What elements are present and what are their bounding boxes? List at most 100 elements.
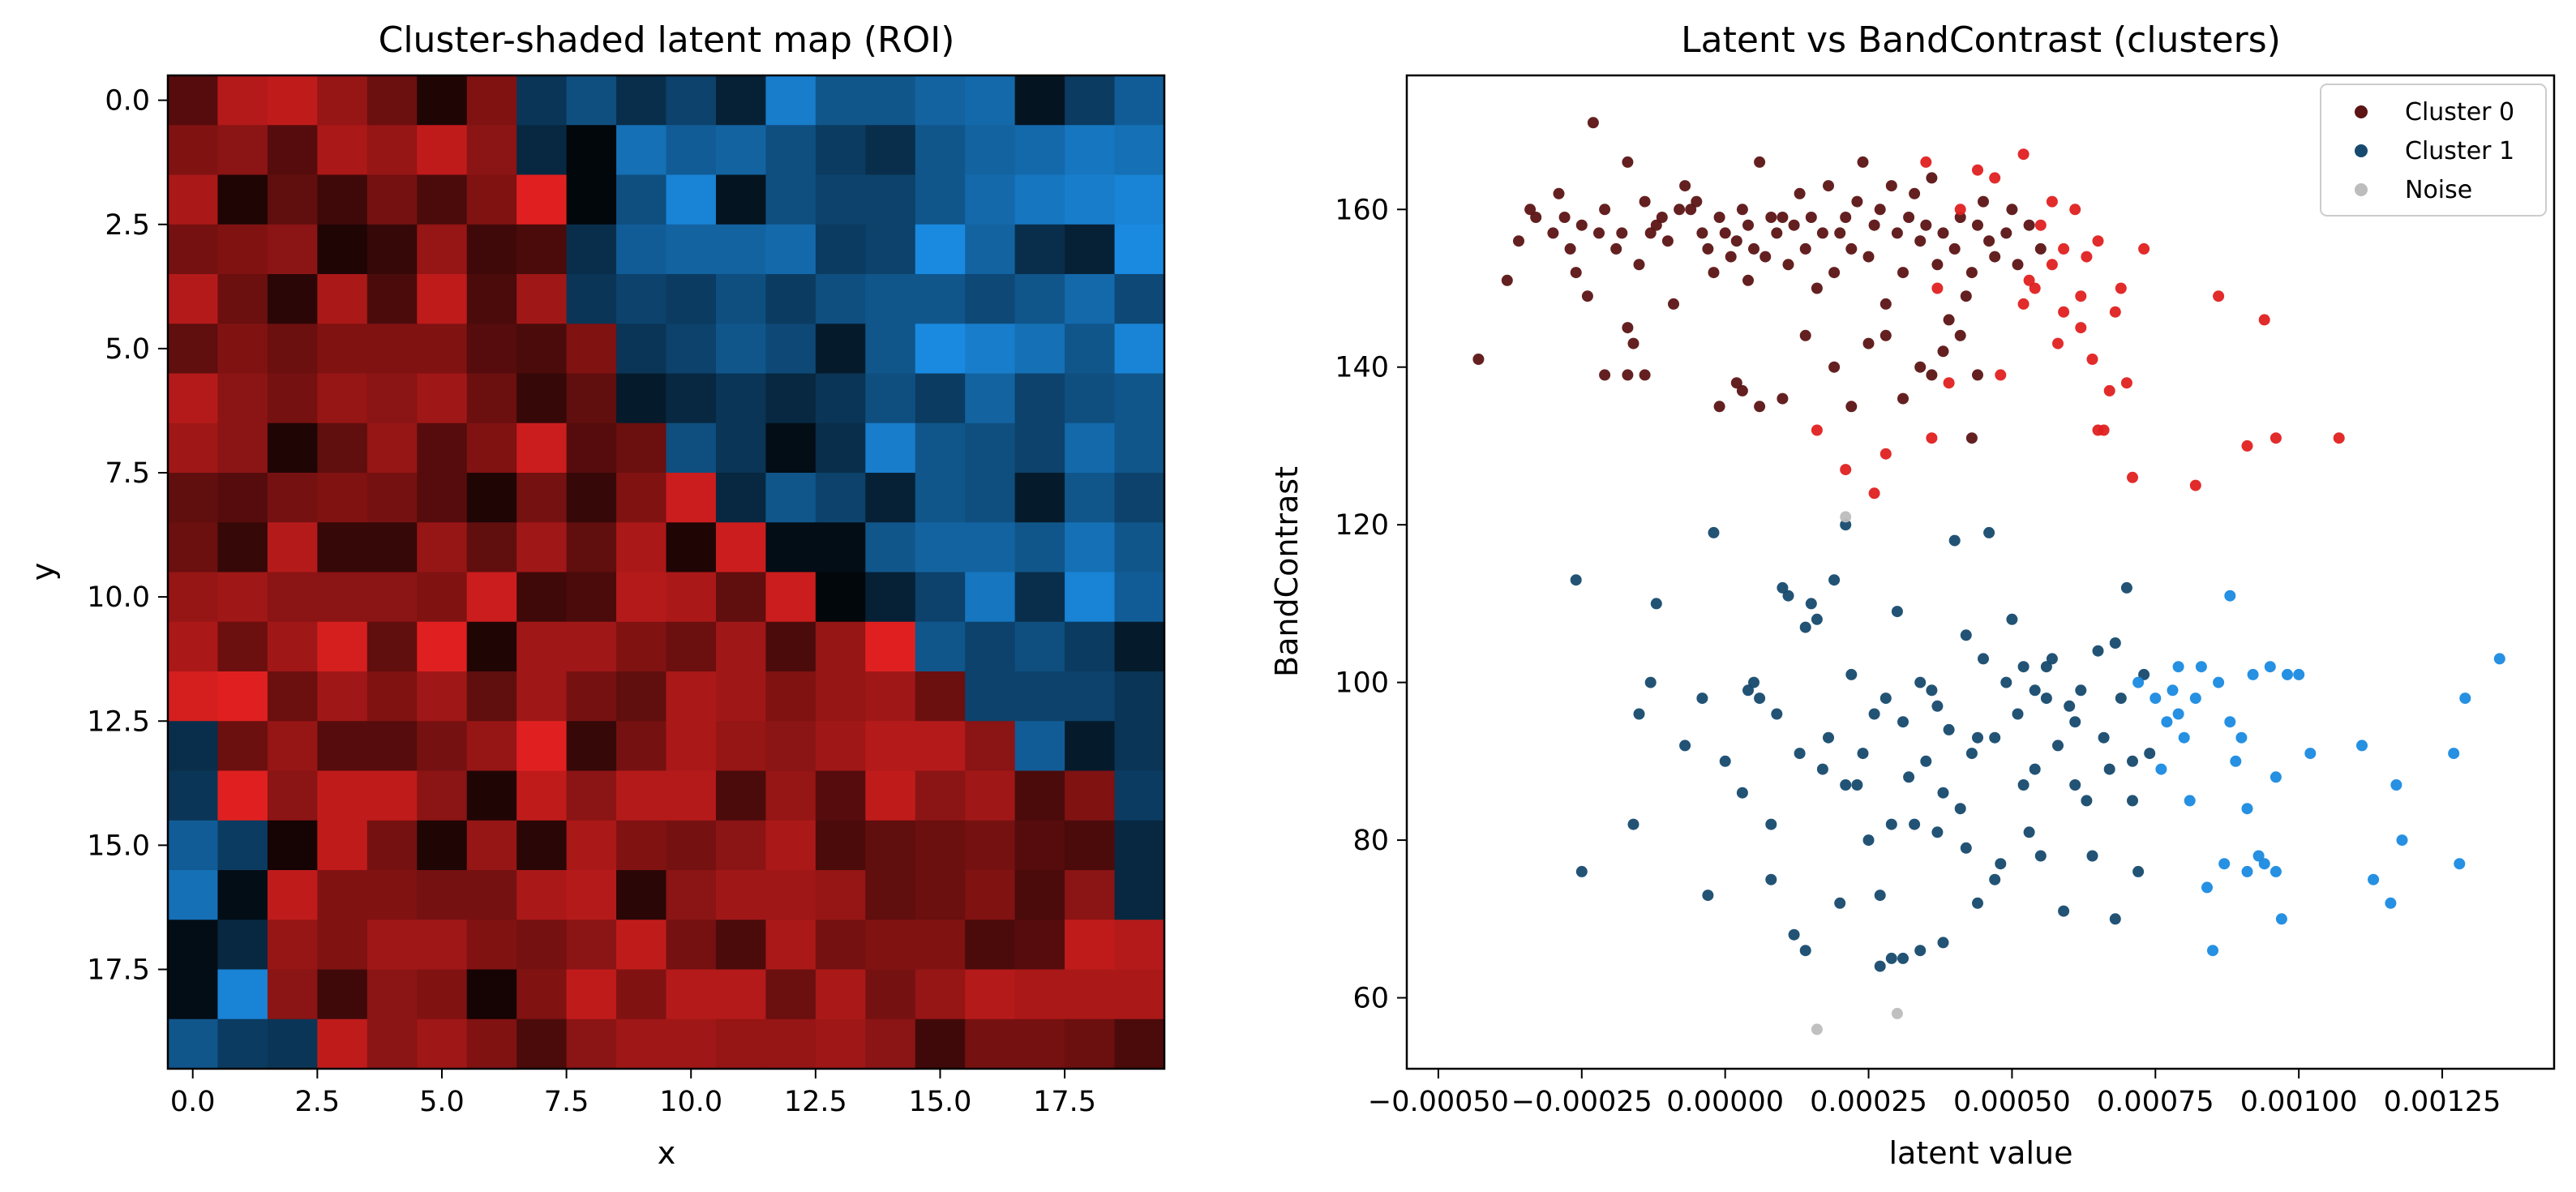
heatmap-x-tick-label: 17.5: [1033, 1086, 1096, 1118]
heatmap-cell: [1014, 969, 1065, 1020]
heatmap-cell: [915, 75, 966, 126]
scatter-point-cluster-1: [2247, 668, 2259, 680]
scatter-point-cluster-0: [1650, 219, 1662, 231]
scatter-point-cluster-1: [1696, 692, 1708, 705]
scatter-point-cluster-1: [1879, 692, 1892, 705]
heatmap-cell: [815, 274, 866, 324]
heatmap-cell: [217, 969, 268, 1020]
heatmap-cell: [815, 373, 866, 424]
heatmap-x-tick-label: 15.0: [909, 1086, 972, 1118]
heatmap-cell: [466, 572, 517, 623]
heatmap-cell: [1014, 75, 1065, 126]
heatmap-cell: [765, 274, 817, 324]
scatter-point-cluster-1: [1742, 684, 1754, 697]
heatmap-y-tick-label: 2.5: [105, 209, 150, 242]
scatter-point-cluster-1: [2293, 668, 2305, 680]
scatter-point-cluster-0: [2189, 479, 2201, 491]
scatter-point-cluster-1: [2000, 676, 2012, 688]
scatter-point-cluster-1: [2207, 945, 2218, 957]
scatter-point-cluster-1: [1874, 890, 1886, 902]
heatmap-cell: [915, 324, 966, 375]
heatmap-cell: [715, 621, 766, 672]
scatter-point-cluster-0: [1799, 329, 1811, 341]
heatmap-cell: [865, 274, 916, 324]
heatmap-cell: [417, 75, 468, 126]
heatmap-cell: [715, 671, 766, 722]
heatmap-cell: [1065, 224, 1116, 275]
scatter-point-cluster-0: [1914, 361, 1927, 373]
heatmap-cell: [965, 621, 1016, 672]
heatmap-cell: [217, 373, 268, 424]
heatmap-cell: [366, 820, 418, 871]
heatmap-cell: [516, 373, 568, 424]
heatmap-cell: [965, 671, 1016, 722]
heatmap-cell: [466, 522, 517, 573]
heatmap-cell: [666, 572, 717, 623]
scatter-point-cluster-0: [1622, 369, 1634, 381]
scatter-point-cluster-1: [2454, 858, 2466, 870]
scatter-point-cluster-0: [1948, 242, 1961, 255]
heatmap-cell: [1014, 324, 1065, 375]
heatmap-cell: [965, 224, 1016, 275]
scatter-point-cluster-1: [1989, 873, 2001, 885]
scatter-point-cluster-1: [2075, 684, 2087, 697]
legend-label-cluster-0: Cluster 0: [2405, 98, 2514, 126]
heatmap-cell: [765, 422, 817, 474]
heatmap-cell: [168, 422, 219, 474]
heatmap-cell: [516, 920, 568, 971]
scatter-point-cluster-1: [2040, 661, 2052, 673]
scatter-point-cluster-1: [1931, 700, 1944, 712]
scatter-point-cluster-0: [1920, 156, 1932, 168]
heatmap-cell: [1065, 820, 1116, 871]
heatmap-cell: [965, 1018, 1016, 1070]
scatter-point-cluster-1: [1736, 787, 1748, 799]
scatter-point-cluster-1: [2012, 708, 2024, 720]
scatter-point-cluster-0: [1593, 227, 1605, 239]
heatmap-cell: [865, 473, 916, 523]
scatter-point-cluster-1: [2120, 581, 2132, 594]
heatmap-cell: [815, 920, 866, 971]
heatmap-cell: [915, 671, 966, 722]
scatter-point-cluster-1: [2178, 731, 2190, 744]
heatmap-cell: [366, 721, 418, 772]
heatmap-cell: [666, 721, 717, 772]
heatmap-cell: [1014, 621, 1065, 672]
scatter-point-cluster-0: [1926, 369, 1938, 381]
legend-frame: [2320, 84, 2547, 217]
heatmap-cell: [1114, 870, 1165, 920]
heatmap-cell: [267, 522, 318, 573]
heatmap-cell: [317, 770, 368, 821]
heatmap-cell: [865, 422, 916, 474]
heatmap-cell: [516, 671, 568, 722]
heatmap-cell: [815, 969, 866, 1020]
heatmap-cell: [915, 1018, 966, 1070]
heatmap-cell: [566, 373, 617, 424]
heatmap-cell: [1065, 1018, 1116, 1070]
heatmap-cell: [965, 920, 1016, 971]
scatter-point-cluster-1: [2252, 850, 2265, 862]
scatter-point-cluster-0: [2115, 282, 2127, 294]
heatmap-cell: [715, 174, 766, 225]
heatmap-cell: [765, 572, 817, 623]
scatter-y-tick-label: 100: [1335, 667, 1389, 700]
heatmap-cell: [815, 473, 866, 523]
scatter-point-cluster-1: [2029, 763, 2041, 775]
heatmap-cell: [815, 671, 866, 722]
heatmap-cell: [317, 125, 368, 176]
heatmap-cell: [915, 174, 966, 225]
heatmap-cell: [516, 174, 568, 225]
heatmap-cell: [815, 125, 866, 176]
heatmap-cell: [466, 422, 517, 474]
heatmap-cell: [566, 174, 617, 225]
heatmap-cell: [1065, 969, 1116, 1020]
heatmap-cell: [516, 522, 568, 573]
scatter-point-cluster-0: [2017, 148, 2030, 161]
scatter-point-cluster-0: [2069, 204, 2081, 216]
scatter-point-cluster-0: [2052, 337, 2064, 349]
heatmap-cell: [765, 721, 817, 772]
heatmap-cell: [168, 125, 219, 176]
scatter-point-cluster-0: [2046, 195, 2058, 208]
scatter-frame: [1405, 74, 2556, 1070]
heatmap-cell: [267, 75, 318, 126]
scatter-point-cluster-1: [2155, 763, 2167, 775]
